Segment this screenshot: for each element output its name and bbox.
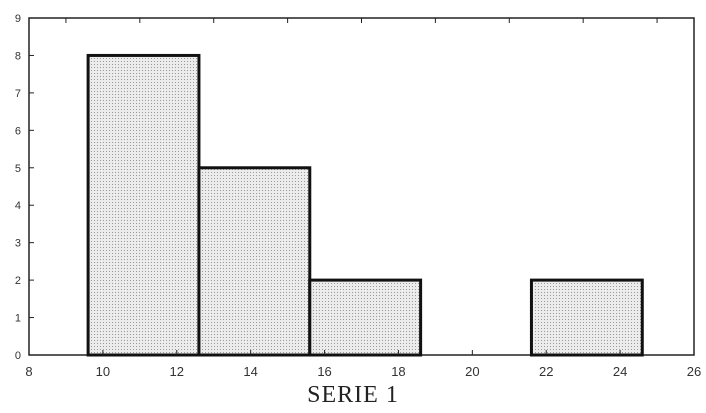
x-tick-label: 16 xyxy=(317,364,331,379)
y-tick-label: 1 xyxy=(15,313,21,325)
y-tick-label: 6 xyxy=(15,125,21,137)
y-tick-label: 8 xyxy=(15,50,21,62)
y-tick-label: 4 xyxy=(15,200,21,212)
x-tick-label: 14 xyxy=(243,364,257,379)
x-tick-label: 22 xyxy=(539,364,553,379)
y-tick-label: 0 xyxy=(15,350,21,362)
x-tick-label: 26 xyxy=(687,364,701,379)
x-tick-label: 10 xyxy=(96,364,110,379)
y-tick-label: 3 xyxy=(15,238,21,250)
x-tick-label: 8 xyxy=(25,364,32,379)
y-tick-label: 7 xyxy=(15,88,21,100)
x-tick-label: 12 xyxy=(170,364,184,379)
histogram-bar-4 xyxy=(529,278,644,357)
histogram-bar-2 xyxy=(197,166,312,357)
y-tick-label: 2 xyxy=(15,275,21,287)
x-tick-label: 20 xyxy=(465,364,479,379)
histogram-bar-1 xyxy=(86,53,201,357)
y-tick-label: 9 xyxy=(15,13,21,25)
x-tick-label: 18 xyxy=(391,364,405,379)
y-tick-label: 5 xyxy=(15,163,21,175)
x-tick-label: 24 xyxy=(613,364,627,379)
x-axis-title: SERIE 1 xyxy=(307,382,399,408)
histogram-bar-3 xyxy=(308,278,423,357)
